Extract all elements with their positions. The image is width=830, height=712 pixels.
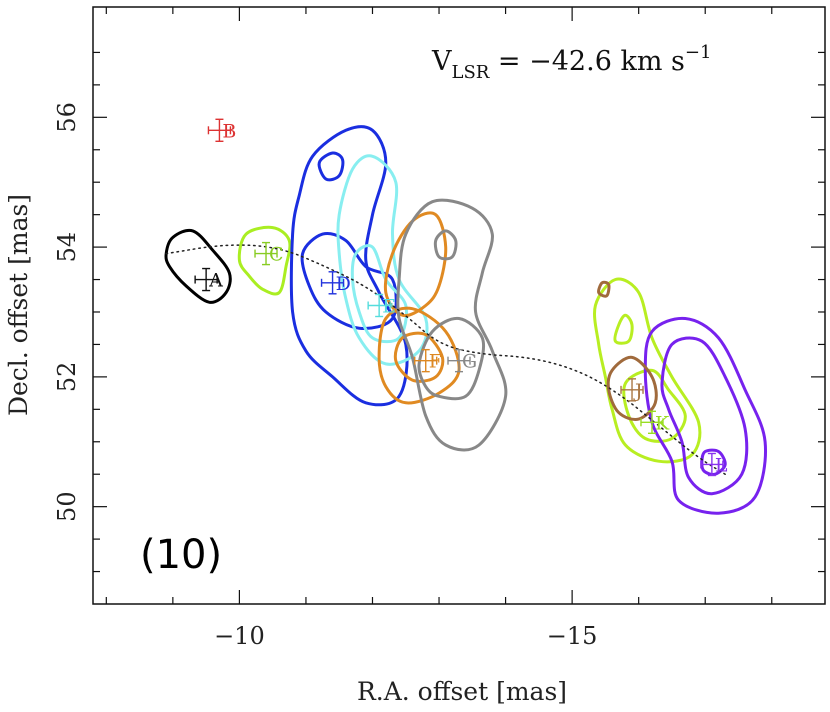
velocity-subscript: LSR [452, 62, 490, 83]
y-axis-label: Decl. offset [mas] [4, 194, 33, 416]
feature-label: A [208, 270, 223, 292]
contour-a-0 [164, 228, 232, 304]
velocity-value: = −42.6 km s [489, 46, 685, 77]
y-tick-label: 54 [53, 232, 81, 263]
contour-l-18 [700, 448, 727, 476]
feature-label: F [429, 351, 442, 373]
y-tick-label: 50 [53, 491, 81, 522]
feature-label: G [462, 351, 477, 373]
feature-label: J [633, 380, 643, 402]
contour-c-1 [237, 225, 292, 296]
feature-e: E [367, 293, 396, 318]
feature-k: K [640, 410, 670, 434]
feature-b: B [207, 118, 236, 142]
feature-marker-layer: A B C D E F G JK L [194, 118, 728, 476]
y-tick-label: 56 [53, 102, 81, 133]
contour-k-13 [593, 277, 702, 464]
panel-label: (10) [140, 532, 222, 578]
x-tick-label: −15 [547, 622, 598, 650]
contour-l-16 [643, 316, 767, 515]
feature-label: K [655, 412, 670, 434]
plot-frame [92, 6, 826, 605]
x-tick-label: −10 [214, 622, 265, 650]
contour-g-10 [396, 198, 508, 452]
feature-label: D [336, 273, 351, 295]
contour-k-15 [613, 313, 634, 345]
contour-g-11 [417, 316, 486, 401]
feature-d: D [320, 271, 351, 295]
fit-curve-layer [165, 244, 726, 475]
feature-label: L [715, 454, 728, 476]
contour-e-5 [336, 154, 429, 366]
feature-j: J [620, 378, 644, 402]
feature-l: L [700, 452, 728, 476]
feature-c: C [254, 241, 284, 266]
contour-j-19 [606, 355, 658, 421]
contour-d-2 [289, 125, 409, 407]
feature-label: B [222, 120, 236, 142]
velocity-superscript: −1 [685, 42, 712, 63]
feature-g: G [447, 348, 477, 373]
contour-f-9 [393, 331, 445, 383]
contour-e-6 [350, 244, 408, 344]
x-axis-label: R.A. offset [mas] [357, 677, 567, 706]
contour-l-17 [660, 336, 749, 496]
velocity-prefix: V [431, 46, 452, 77]
velocity-label: VLSR = −42.6 km s−1 [431, 42, 711, 83]
feature-label: C [269, 244, 284, 266]
feature-f: F [414, 348, 442, 373]
contour-d-3 [300, 231, 398, 330]
contour-j-20 [597, 280, 611, 298]
feature-a: A [194, 267, 223, 292]
tick-layer: −10 −15 50 52 54 56 [53, 7, 825, 650]
contour-g-12 [433, 229, 458, 261]
feature-label: E [382, 296, 396, 318]
contour-f-7 [383, 211, 448, 318]
contour-layer [164, 125, 767, 515]
fit-curve [165, 244, 726, 475]
contour-d-4 [317, 151, 345, 182]
y-tick-label: 52 [53, 362, 81, 393]
